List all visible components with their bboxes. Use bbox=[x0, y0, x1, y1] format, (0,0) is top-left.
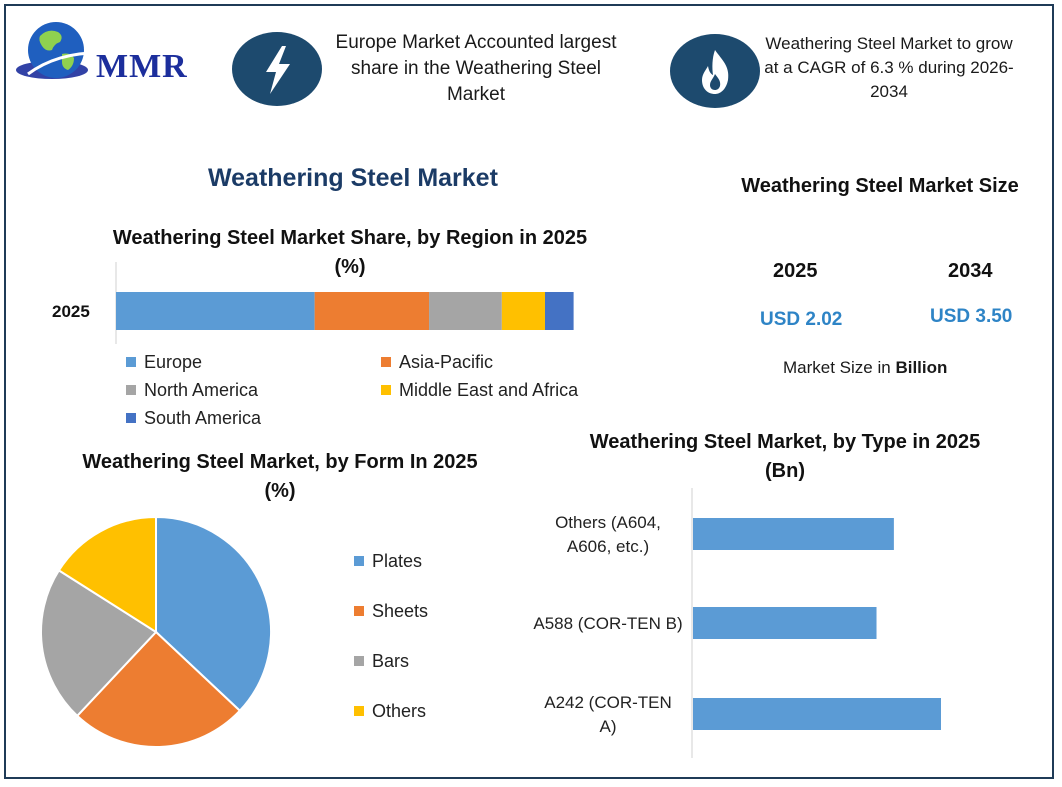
year-2034-label: 2034 bbox=[948, 260, 993, 282]
region-category-label: 2025 bbox=[52, 302, 90, 321]
type-labels: Others (A604, A606, etc.) A588 (COR-TEN B)… bbox=[533, 513, 682, 736]
logo-text: MMR bbox=[96, 48, 188, 85]
legend-swatch bbox=[354, 656, 364, 666]
type-category-label-line: Others (A604, bbox=[555, 513, 661, 532]
type-category-label: A588 (COR-TEN B) bbox=[533, 614, 682, 633]
pie-slice-plates bbox=[155, 515, 272, 713]
region-legend: Europe Asia-Pacific North America Middle… bbox=[126, 348, 606, 432]
legend-swatch bbox=[381, 385, 391, 395]
legend-north-america: North America bbox=[126, 376, 381, 404]
flame-icon bbox=[670, 34, 760, 108]
legend-label: North America bbox=[144, 379, 259, 400]
type-category-label-line: A606, etc.) bbox=[567, 537, 649, 556]
legend-swatch bbox=[126, 413, 136, 423]
legend-mea: Middle East and Africa bbox=[381, 376, 578, 404]
legend-swatch bbox=[354, 556, 364, 566]
legend-swatch bbox=[354, 706, 364, 716]
legend-label: Others bbox=[372, 700, 427, 721]
legend-europe: Europe bbox=[126, 348, 381, 376]
region-bar-segment-europe bbox=[116, 292, 315, 330]
type-category-label: A242 (COR-TEN A) bbox=[544, 693, 672, 736]
value-2034: USD 3.50 bbox=[930, 306, 1013, 327]
region-bars bbox=[116, 292, 574, 330]
type-chart-title: Weathering Steel Market, by Type in 2025… bbox=[589, 431, 981, 482]
region-bar-segment-south-america bbox=[545, 292, 574, 330]
headline-right: Weathering Steel Market to grow at a CAG… bbox=[764, 34, 1014, 101]
legend-label: Plates bbox=[372, 550, 423, 571]
type-category-label: Others (A604, A606, etc.) bbox=[555, 513, 661, 556]
legend-label: South America bbox=[144, 407, 262, 428]
legend-asia-pacific: Asia-Pacific bbox=[381, 348, 493, 376]
pie-slices bbox=[40, 515, 272, 748]
legend-swatch bbox=[354, 606, 364, 616]
type-bar-chart: Others (A604, A606, etc.) A588 (COR-TEN B)… bbox=[533, 488, 941, 758]
type-category-label-line: A588 (COR-TEN B) bbox=[533, 614, 682, 633]
form-chart-title: Weathering Steel Market, by Form In 2025… bbox=[82, 451, 478, 502]
region-chart-title: Weathering Steel Market Share, by Region… bbox=[112, 227, 588, 278]
type-bar-1 bbox=[693, 607, 877, 639]
legend-others: Others bbox=[354, 686, 428, 736]
headline-left: Europe Market Accounted largest share in… bbox=[335, 32, 617, 105]
type-category-label-line: A) bbox=[600, 717, 617, 736]
type-bar-0 bbox=[693, 518, 894, 550]
type-category-label-line: A242 (COR-TEN bbox=[544, 693, 672, 712]
type-bars bbox=[693, 518, 941, 730]
legend-label: Asia-Pacific bbox=[399, 351, 494, 372]
lightning-icon bbox=[232, 32, 322, 106]
main-title: Weathering Steel Market bbox=[208, 164, 498, 192]
legend-plates: Plates bbox=[354, 536, 428, 586]
mmr-logo bbox=[16, 22, 139, 79]
legend-label: Middle East and Africa bbox=[399, 379, 579, 400]
region-bar-segment-asia-pacific bbox=[314, 292, 430, 330]
year-2025-label: 2025 bbox=[773, 260, 818, 282]
value-2025: USD 2.02 bbox=[760, 309, 843, 330]
legend-bars: Bars bbox=[354, 636, 428, 686]
legend-swatch bbox=[126, 357, 136, 367]
pie-slice-bars bbox=[40, 568, 158, 718]
form-pie-chart bbox=[40, 515, 272, 748]
legend-label: Sheets bbox=[372, 600, 429, 621]
legend-swatch bbox=[381, 357, 391, 367]
legend-south-america: South America bbox=[126, 404, 261, 432]
note-prefix: Market Size in bbox=[783, 358, 896, 377]
region-bar-segment-north-america bbox=[429, 292, 502, 330]
note-unit: Billion bbox=[895, 358, 948, 377]
region-bar-segment-middle-east-and-africa bbox=[501, 292, 545, 330]
pie-slice-others bbox=[57, 515, 157, 634]
market-size-title: Weathering Steel Market Size bbox=[741, 175, 1019, 197]
legend-swatch bbox=[126, 385, 136, 395]
region-chart: 2025 bbox=[52, 262, 574, 344]
legend-sheets: Sheets bbox=[354, 586, 428, 636]
legend-label: Bars bbox=[372, 650, 410, 671]
market-size-note: Market Size in Billion bbox=[783, 358, 947, 378]
form-legend: Plates Sheets Bars Others bbox=[354, 536, 428, 736]
type-bar-2 bbox=[693, 698, 941, 730]
legend-label: Europe bbox=[144, 351, 203, 372]
pie-slice-sheets bbox=[75, 630, 242, 748]
